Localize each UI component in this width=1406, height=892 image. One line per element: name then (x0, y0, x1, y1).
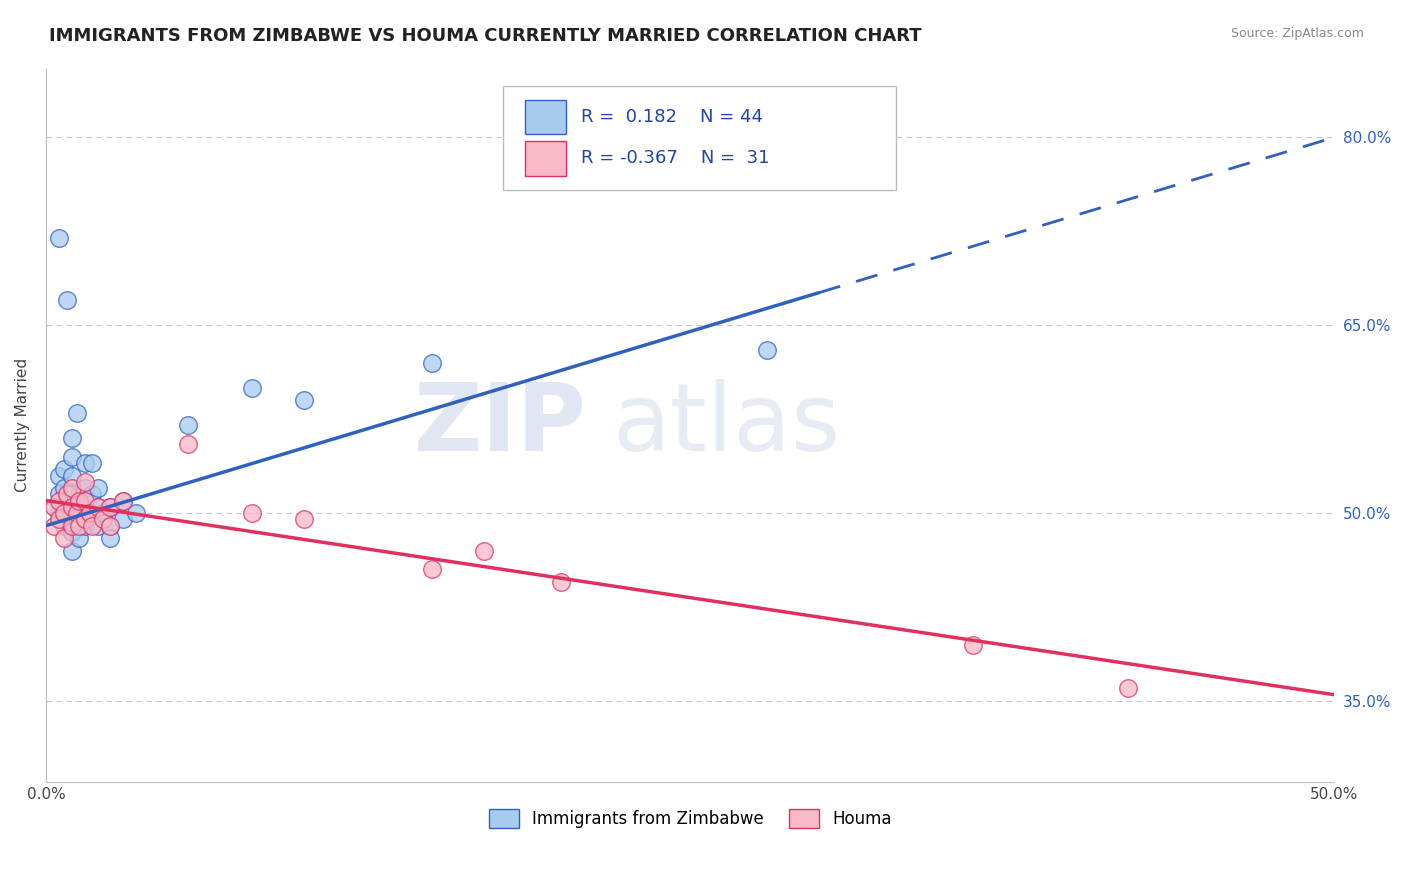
Point (66, 506, 89, 520)
Point (86, 500, 108, 514)
Point (48, 493, 70, 508)
Point (48, 506, 70, 520)
Point (69, 518, 91, 533)
Point (73, 456, 96, 470)
Point (60, 487, 83, 501)
Point (66, 493, 89, 508)
Point (60, 506, 83, 520)
Point (100, 500, 122, 514)
Point (962, 638, 984, 652)
Point (55, 487, 77, 501)
Point (69, 493, 91, 508)
Point (60, 518, 83, 533)
Point (550, 574, 572, 589)
Point (82, 487, 104, 501)
Point (240, 506, 263, 520)
Point (112, 512, 135, 526)
Point (48, 468, 70, 483)
Point (100, 531, 122, 545)
Point (79, 506, 101, 520)
Y-axis label: Currently Married: Currently Married (15, 359, 30, 492)
Point (69, 493, 91, 508)
Point (53, 506, 76, 520)
Point (422, 562, 444, 576)
Point (73, 512, 96, 526)
Point (60, 500, 83, 514)
Point (240, 381, 263, 395)
Point (86, 518, 108, 533)
Point (66, 512, 89, 526)
Point (66, 406, 89, 420)
Text: Source: ZipAtlas.com: Source: ZipAtlas.com (1230, 27, 1364, 40)
Bar (526, 141, 567, 176)
Point (125, 506, 148, 520)
Point (73, 475, 96, 489)
Text: atlas: atlas (613, 379, 841, 472)
Point (42, 518, 65, 533)
Point (73, 518, 96, 533)
Point (73, 500, 96, 514)
Point (422, 356, 444, 370)
Point (53, 531, 76, 545)
Point (60, 543, 83, 558)
Text: R = -0.367    N =  31: R = -0.367 N = 31 (581, 150, 769, 168)
Point (176, 437, 198, 451)
Point (69, 531, 91, 545)
Point (176, 418, 198, 433)
Point (69, 512, 91, 526)
Point (100, 518, 122, 533)
Point (60, 524, 83, 539)
Bar (526, 100, 567, 134)
Point (60, 468, 83, 483)
Point (82, 456, 104, 470)
Point (79, 506, 101, 520)
Legend: Immigrants from Zimbabwe, Houma: Immigrants from Zimbabwe, Houma (482, 802, 898, 835)
Point (112, 493, 135, 508)
Text: R =  0.182    N = 44: R = 0.182 N = 44 (581, 108, 762, 126)
Point (55, 293, 77, 308)
Point (73, 481, 96, 495)
Point (42, 500, 65, 514)
Point (53, 518, 76, 533)
Point (472, 543, 495, 558)
Point (48, 487, 70, 501)
Point (112, 493, 135, 508)
FancyBboxPatch shape (503, 87, 896, 190)
Point (1116, 681, 1139, 696)
Point (100, 518, 122, 533)
Point (53, 481, 76, 495)
Point (86, 500, 108, 514)
Point (60, 431, 83, 445)
Point (48, 230, 70, 244)
Point (60, 450, 83, 464)
Point (53, 500, 76, 514)
Text: ZIP: ZIP (415, 379, 588, 472)
Point (91, 506, 114, 520)
Point (73, 493, 96, 508)
Text: IMMIGRANTS FROM ZIMBABWE VS HOUMA CURRENTLY MARRIED CORRELATION CHART: IMMIGRANTS FROM ZIMBABWE VS HOUMA CURREN… (49, 27, 922, 45)
Point (82, 518, 104, 533)
Point (53, 462, 76, 476)
Point (756, 343, 779, 358)
Point (86, 481, 108, 495)
Point (48, 512, 70, 526)
Point (60, 481, 83, 495)
Point (292, 512, 315, 526)
Point (91, 512, 114, 526)
Point (292, 393, 315, 408)
Point (100, 500, 122, 514)
